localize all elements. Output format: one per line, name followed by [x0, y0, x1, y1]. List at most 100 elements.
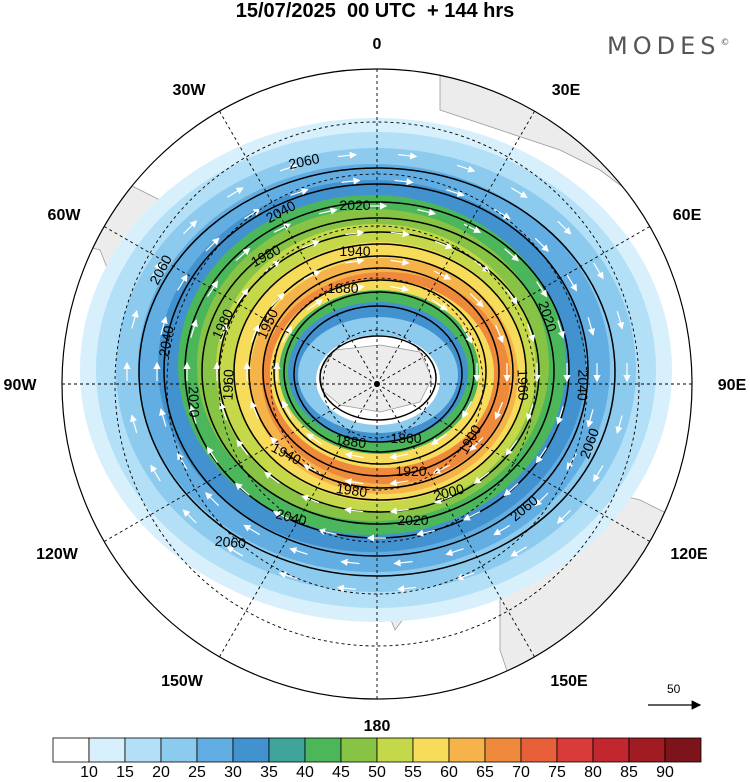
contour-label: 1920	[395, 463, 426, 479]
contour-label: 1860	[390, 430, 421, 446]
wind-arrow	[306, 433, 323, 445]
wind-arrow	[345, 284, 365, 292]
wind-arrow	[505, 440, 518, 456]
colorbar-swatch	[304, 737, 342, 763]
wind-arrow	[393, 559, 413, 567]
lon-label-120w: 120W	[36, 546, 79, 563]
wind-arrow	[586, 409, 594, 428]
wind-arrow	[473, 471, 490, 484]
south-pole-dot	[374, 381, 380, 387]
colorbar-tick-label: 25	[188, 764, 206, 781]
colorbar-swatch	[628, 737, 666, 763]
wind-arrow	[336, 584, 356, 592]
wind-arrow	[226, 187, 244, 198]
meridian-line	[376, 383, 651, 542]
wind-arrow	[505, 288, 518, 305]
wind-arrow	[345, 229, 365, 237]
antarctica-core	[319, 344, 433, 413]
wind-arrow	[236, 439, 249, 456]
wind-arrow	[456, 164, 476, 173]
wind-arrow	[150, 261, 161, 279]
colorbar-tick-label: 55	[404, 764, 422, 781]
wind-arrow	[390, 285, 410, 293]
colorbar-tick-label: 20	[152, 764, 170, 781]
wind-arrow	[129, 414, 138, 433]
wind-arrow	[504, 248, 520, 262]
wind-arrow	[396, 585, 417, 593]
colorbar-swatch	[52, 737, 90, 763]
wind-arrow	[394, 178, 414, 186]
meridian-line	[103, 226, 378, 385]
contour-label: 2000	[432, 480, 466, 504]
lon-label-150w: 150W	[161, 673, 204, 690]
colorbar-tick-label: 70	[512, 764, 530, 781]
contour-label: 2060	[214, 533, 247, 552]
meridian-line	[219, 110, 378, 385]
colorbar-tick-label: 90	[656, 764, 674, 781]
wind-arrow	[301, 240, 321, 249]
colorbar-swatch	[520, 737, 558, 763]
colorbar-swatch	[448, 737, 486, 763]
graticule	[62, 69, 692, 699]
colorbar-swatch	[376, 737, 414, 763]
wind-arrow	[463, 223, 482, 233]
contour-label: 1880	[334, 431, 367, 451]
colorbar-tick-label: 60	[440, 764, 458, 781]
wind-arrow	[615, 415, 623, 434]
wind-arrow	[317, 528, 337, 536]
wind-arrow	[462, 326, 473, 344]
longitude-labels: 0 30E 60E 90E 120E 150E 180 150W 120W 90…	[4, 36, 747, 735]
wind-arrow	[557, 320, 565, 339]
logo-mark: ©	[720, 38, 730, 48]
wind-arrow	[503, 483, 519, 497]
wind-arrow	[279, 163, 299, 172]
wind-arrow	[389, 452, 409, 460]
wind-arrow	[281, 400, 292, 418]
wind-arrow	[206, 446, 218, 463]
wind-arrow	[556, 509, 571, 524]
lon-label-150e: 150E	[550, 673, 588, 690]
colorbar-tick-label: 40	[296, 764, 314, 781]
wind-arrow	[536, 281, 548, 298]
wind-arrow	[160, 316, 168, 335]
wind-arrow	[176, 452, 188, 470]
lon-label-90w: 90W	[4, 377, 38, 394]
map-disc	[62, 69, 692, 699]
wind-arrow	[303, 270, 322, 280]
wind-arrow	[616, 311, 625, 330]
wind-arrow	[433, 270, 452, 280]
wind-arrow	[416, 529, 436, 537]
lon-label-180: 180	[364, 718, 391, 735]
wind-arrow	[290, 188, 309, 196]
wind-arrow	[264, 260, 281, 273]
wind-arrow	[566, 274, 578, 292]
wind-arrow	[389, 507, 409, 515]
reference-vector-label: 50	[667, 682, 681, 696]
wind-arrow	[494, 401, 504, 420]
meridian-line	[219, 383, 378, 658]
lon-label-30w: 30W	[173, 82, 207, 99]
lon-label-0: 0	[373, 36, 382, 53]
wind-arrow	[318, 207, 338, 215]
contour-label: 1880	[327, 280, 358, 296]
colorbar-swatch	[412, 737, 450, 763]
wind-arrow	[182, 509, 197, 524]
wind-arrow	[526, 402, 534, 422]
modes-logo: MODES©	[607, 32, 729, 60]
wind-arrow	[344, 506, 364, 514]
wind-arrow	[159, 408, 167, 427]
wind-arrow	[469, 437, 484, 452]
colorbar-tick-label: 65	[476, 764, 494, 781]
wind-arrow	[250, 324, 260, 343]
lon-label-60e: 60E	[673, 207, 702, 224]
wind-arrow	[270, 436, 285, 451]
wind-arrow	[289, 547, 308, 555]
colorbar-swatch	[592, 737, 630, 763]
wind-arrow	[534, 492, 549, 507]
lon-label-60w: 60W	[48, 207, 82, 224]
meridian-line	[103, 383, 378, 542]
contour-label: 2020	[339, 197, 370, 213]
wind-arrow	[510, 546, 528, 557]
wind-arrow	[235, 247, 251, 261]
